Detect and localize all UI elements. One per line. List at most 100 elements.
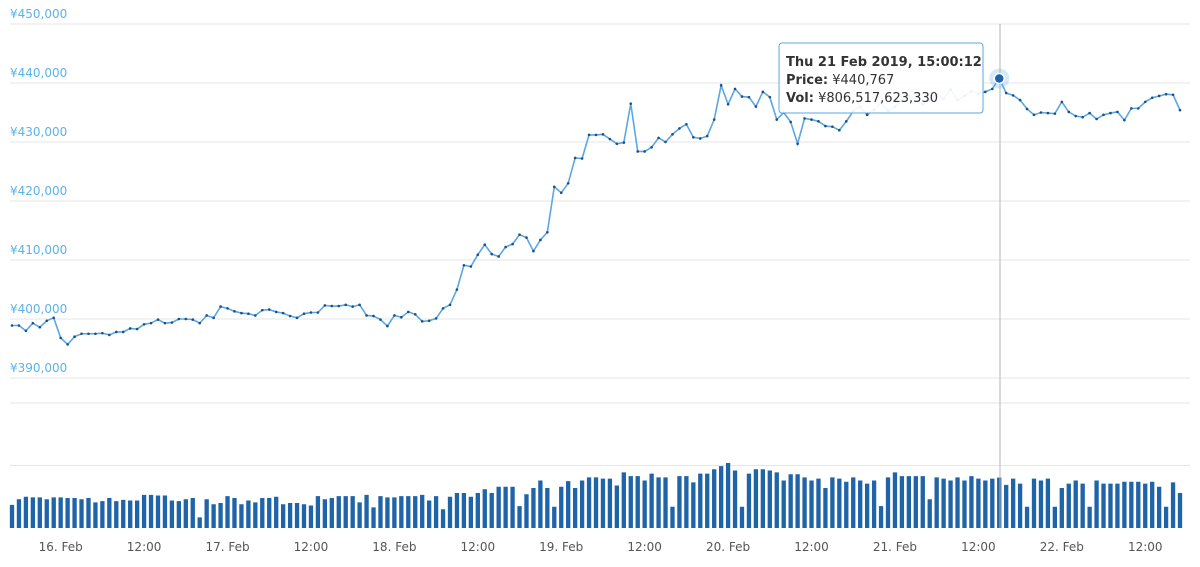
price-point — [650, 146, 653, 149]
price-point — [1123, 118, 1126, 122]
volume-bar — [1059, 488, 1064, 528]
price-point — [365, 314, 368, 317]
price-point — [587, 133, 591, 137]
price-point — [1157, 94, 1161, 98]
volume-bar — [1150, 481, 1155, 528]
price-point — [740, 95, 744, 98]
price-point — [566, 182, 570, 185]
volume-bar — [336, 496, 341, 528]
price-point — [420, 320, 424, 323]
price-point — [240, 311, 243, 315]
price-point — [393, 314, 396, 317]
volume-bar — [1004, 484, 1009, 528]
volume-bar — [545, 488, 550, 528]
volume-bar — [308, 505, 314, 528]
price-point — [302, 312, 306, 315]
price-point — [149, 321, 153, 325]
price-point — [747, 95, 751, 99]
price-point — [552, 185, 556, 189]
x-tick-label: 12:00 — [127, 540, 162, 554]
volume-bar — [913, 476, 918, 528]
volume-bar — [329, 498, 334, 528]
volume-bar — [691, 482, 696, 528]
volume-bar — [141, 494, 147, 528]
volume-bar — [858, 480, 863, 528]
price-point — [24, 329, 28, 333]
price-point — [330, 304, 334, 308]
price-point — [254, 314, 257, 317]
volume-bar — [795, 474, 800, 528]
tooltip-label: Price: — [786, 73, 828, 88]
volume-bar — [1129, 481, 1134, 528]
price-point — [1095, 117, 1098, 121]
volume-bar — [670, 506, 675, 528]
price-point — [191, 318, 195, 321]
price-point — [1004, 91, 1008, 95]
volume-bar — [774, 472, 779, 528]
volume-bar — [267, 498, 272, 528]
volume-bar — [934, 477, 939, 528]
price-point — [379, 318, 382, 321]
price-point — [824, 124, 827, 128]
x-tick-label: 12:00 — [294, 540, 329, 554]
price-point — [441, 307, 445, 310]
price-point — [1081, 115, 1084, 119]
price-point — [386, 324, 389, 328]
volume-bar — [663, 477, 668, 528]
price-point — [636, 150, 640, 153]
volume-bar — [9, 504, 15, 528]
price-point — [559, 191, 563, 195]
price-point — [462, 264, 466, 267]
price-point — [226, 307, 229, 310]
price-point — [705, 134, 709, 138]
x-tick-label: 12:00 — [1128, 540, 1163, 554]
volume-bar — [475, 493, 480, 528]
volume-bar — [148, 494, 154, 528]
volume-bar — [1122, 481, 1127, 528]
volume-bar — [753, 469, 759, 528]
y-tick-label: ¥390,000 — [10, 361, 67, 375]
tooltip-box — [778, 42, 984, 114]
price-point — [594, 133, 598, 137]
volume-bar — [885, 477, 891, 528]
price-point — [101, 331, 104, 335]
volume-bar — [920, 476, 925, 528]
price-point — [427, 319, 431, 323]
volume-bar — [614, 485, 620, 528]
price-point — [212, 316, 215, 320]
price-point — [94, 332, 97, 336]
price-point — [817, 120, 820, 123]
volume-bar — [976, 478, 981, 528]
volume-bar — [1031, 478, 1037, 528]
volume-bar — [1024, 506, 1030, 528]
volume-bar — [211, 504, 216, 528]
volume-bar — [642, 480, 647, 528]
volume-bar — [420, 494, 425, 528]
price-point — [573, 156, 577, 160]
price-point — [525, 236, 528, 239]
volume-bar — [86, 498, 91, 528]
volume-bar — [677, 476, 682, 528]
volume-bar — [684, 476, 689, 528]
volume-bar — [1080, 483, 1085, 528]
price-point — [455, 288, 459, 291]
volume-bar — [385, 497, 390, 528]
x-tick-label: 21. Feb — [873, 540, 917, 554]
price-point — [80, 332, 83, 336]
price-point — [177, 317, 181, 321]
volume-bar — [162, 495, 168, 528]
volume-bar — [816, 478, 821, 528]
price-point — [831, 125, 834, 128]
price-point — [754, 105, 758, 108]
price-point — [351, 305, 354, 308]
price-point — [712, 118, 716, 121]
volume-bar — [628, 476, 633, 528]
tooltip-row: Vol: ¥806,517,623,330 — [786, 91, 938, 106]
volume-bar — [698, 473, 703, 528]
volume-bar — [579, 480, 585, 528]
volume-bar — [51, 497, 56, 528]
price-point — [692, 135, 695, 139]
volume-bar — [566, 481, 571, 528]
volume-bar — [482, 489, 487, 528]
volume-bar — [37, 497, 42, 528]
